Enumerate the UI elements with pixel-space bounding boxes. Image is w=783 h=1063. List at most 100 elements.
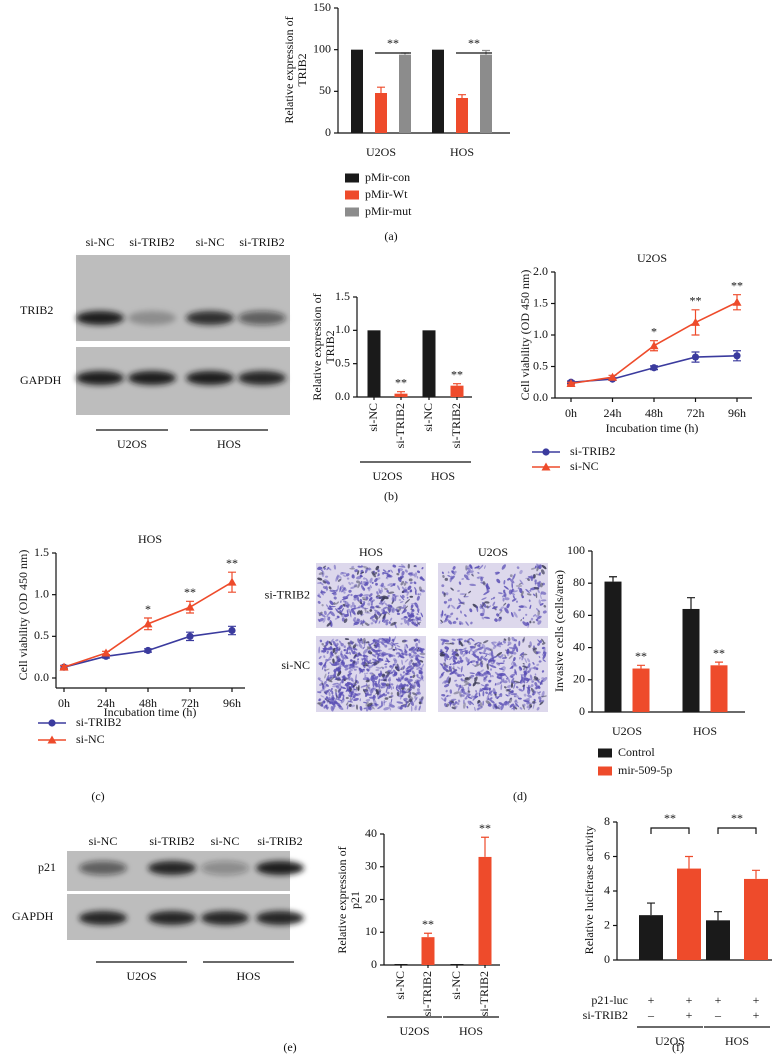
cell-speck <box>468 570 474 574</box>
cell-speck <box>492 601 496 606</box>
cell-speck <box>490 699 495 704</box>
cell-speck <box>510 693 518 696</box>
cell-speck <box>407 688 411 691</box>
image-column-label: U2OS <box>478 545 508 559</box>
cell-speck <box>338 692 343 696</box>
cell-speck <box>373 640 376 643</box>
cell-speck <box>332 682 339 686</box>
bar <box>394 964 408 965</box>
condition-label: p21-luc <box>591 993 628 1007</box>
cell-speck <box>538 599 542 605</box>
point <box>542 448 550 456</box>
cell-speck <box>498 702 504 706</box>
cell-speck <box>480 613 483 617</box>
cell-speck <box>383 699 386 706</box>
cell-speck <box>445 664 448 668</box>
cell-speck <box>534 581 541 585</box>
cell-speck <box>522 662 525 665</box>
cell-speck <box>374 611 377 616</box>
cell-speck <box>497 662 505 665</box>
cell-speck <box>474 642 477 648</box>
cell-speck <box>412 621 417 626</box>
cell-speck <box>365 706 369 712</box>
bar <box>456 98 468 133</box>
cell-speck <box>513 695 516 698</box>
cell-speck <box>482 581 486 586</box>
blot-band <box>256 861 304 875</box>
cell-speck <box>337 574 342 579</box>
cell-speck <box>507 643 510 646</box>
cell-speck <box>333 602 336 605</box>
blot-band <box>201 861 249 875</box>
cell-speck <box>358 667 362 673</box>
cell-speck <box>416 692 421 695</box>
cell-speck <box>519 588 523 593</box>
annotation: ** <box>713 646 725 660</box>
cell-speck <box>342 675 346 679</box>
cell-speck <box>522 621 528 627</box>
cell-speck <box>462 686 464 691</box>
cell-speck <box>323 661 327 667</box>
annotation: ** <box>690 294 702 308</box>
cell-speck <box>502 597 505 602</box>
y-axis-label: Invasive cells (cells/area) <box>552 570 566 692</box>
cell-speck <box>354 673 358 681</box>
cell-speck <box>417 609 420 614</box>
cell-speck <box>407 563 410 569</box>
cell-speck <box>441 640 445 646</box>
cell-speck <box>365 577 369 583</box>
cell-speck <box>362 646 366 650</box>
cell-speck <box>397 585 401 591</box>
cell-speck <box>477 646 484 651</box>
cell-speck <box>352 617 357 622</box>
cell-speck <box>325 688 331 695</box>
cell-speck <box>383 707 390 711</box>
cell-speck <box>365 698 371 702</box>
cell-speck <box>470 621 473 625</box>
blot-band <box>76 311 124 325</box>
cell-speck <box>534 682 538 687</box>
y-tick-label: 1.5 <box>533 295 548 309</box>
y-tick-label: 150 <box>313 0 331 14</box>
cell-speck <box>350 582 354 585</box>
cell-speck <box>329 620 333 627</box>
cell-speck <box>527 578 530 581</box>
cell-speck <box>329 600 334 606</box>
cell-speck <box>409 595 414 598</box>
cell-speck <box>522 636 526 643</box>
cell-speck <box>400 617 405 620</box>
cell-speck <box>370 707 373 710</box>
cell-speck <box>357 565 362 568</box>
cell-speck <box>403 689 409 695</box>
cell-speck <box>514 668 517 676</box>
cell-speck <box>362 664 368 667</box>
cell-speck <box>374 641 377 644</box>
cell-speck <box>480 659 484 665</box>
y-axis-label: Relative expression of <box>282 16 296 123</box>
lane-label: si-TRIB2 <box>257 834 302 848</box>
cell-speck <box>538 696 542 700</box>
cell-speck <box>392 564 397 568</box>
cell-speck <box>336 575 339 580</box>
cell-speck <box>481 673 489 677</box>
cell-speck <box>510 611 514 618</box>
cell-speck <box>396 667 401 671</box>
blot-band <box>238 371 286 385</box>
cell-speck <box>392 593 396 596</box>
cell-speck <box>398 686 401 690</box>
cell-speck <box>410 571 414 576</box>
cell-speck <box>506 684 512 689</box>
cell-speck <box>344 602 347 607</box>
cell-speck <box>541 679 544 683</box>
cell-speck <box>382 569 387 573</box>
cell-speck <box>322 617 326 623</box>
cell-speck <box>522 665 528 669</box>
point <box>691 317 700 326</box>
x-axis-label: Incubation time (h) <box>104 705 197 719</box>
cell-speck <box>527 621 530 629</box>
cell-speck <box>534 579 538 583</box>
cell-speck <box>419 648 423 654</box>
cell-speck <box>368 688 373 692</box>
cell-speck <box>356 570 360 575</box>
